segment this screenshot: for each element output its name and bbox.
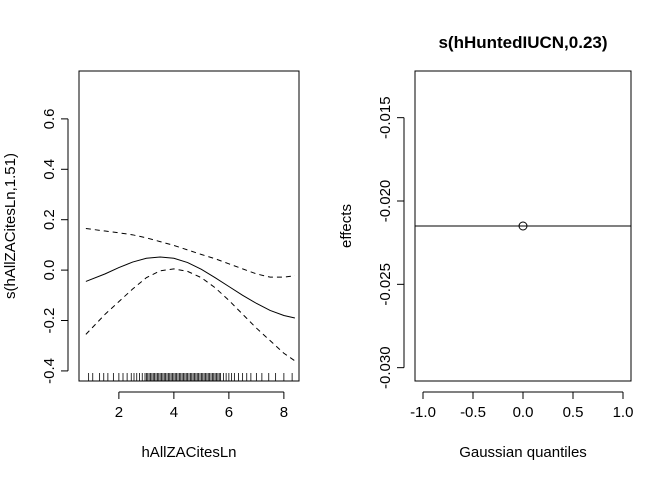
x-tick-label: -0.5: [460, 404, 486, 421]
x-tick-label: 0.0: [513, 404, 534, 421]
y-axis-label: s(hAllZACitesLn,1.51): [2, 153, 19, 299]
x-tick-label: 6: [225, 404, 233, 421]
x-tick-label: -1.0: [410, 404, 436, 421]
x-axis-label: hAllZACitesLn: [141, 444, 236, 461]
y-tick-label: 0.4: [41, 159, 58, 180]
rug-ticks: [88, 373, 293, 381]
confidence-band-line: [85, 228, 295, 278]
y-tick-label: 0.0: [41, 260, 58, 281]
x-tick-label: 0.5: [563, 404, 584, 421]
y-tick-label: 0.2: [41, 209, 58, 230]
x-axis: -1.0 -0.5 0.0 0.5 1.0: [410, 391, 634, 421]
y-axis-label: effects: [338, 204, 355, 248]
x-axis-label: Gaussian quantiles: [459, 444, 587, 461]
y-tick-label: -0.030: [377, 346, 394, 389]
effects-plot-panel: s(hHuntedIUCN,0.23) -1.0 -0.5 0.0 0.5 1.0 -0…: [338, 33, 633, 461]
x-tick-label: 1.0: [613, 404, 634, 421]
y-tick-label: -0.025: [377, 263, 394, 306]
y-tick-label: 0.6: [41, 108, 58, 129]
x-tick-label: 8: [280, 404, 288, 421]
y-tick-label: -0.020: [377, 180, 394, 223]
y-tick-label: -0.015: [377, 96, 394, 139]
x-axis: 2 4 6 8: [115, 391, 288, 421]
y-axis: -0.030 -0.025 -0.020 -0.015: [377, 96, 405, 389]
data-point: [518, 221, 528, 231]
smooth-fit-line: [85, 256, 295, 319]
confidence-band-line: [85, 268, 296, 362]
chart-title: s(hHuntedIUCN,0.23): [438, 33, 607, 52]
plot-data: [85, 228, 296, 362]
x-tick-label: 2: [115, 404, 123, 421]
y-tick-label: -0.2: [41, 308, 58, 334]
y-axis: -0.4 -0.2 0.0 0.2 0.4 0.6: [41, 108, 69, 384]
plot-data: [415, 221, 631, 231]
y-tick-label: -0.4: [41, 358, 58, 384]
x-tick-label: 4: [170, 404, 178, 421]
